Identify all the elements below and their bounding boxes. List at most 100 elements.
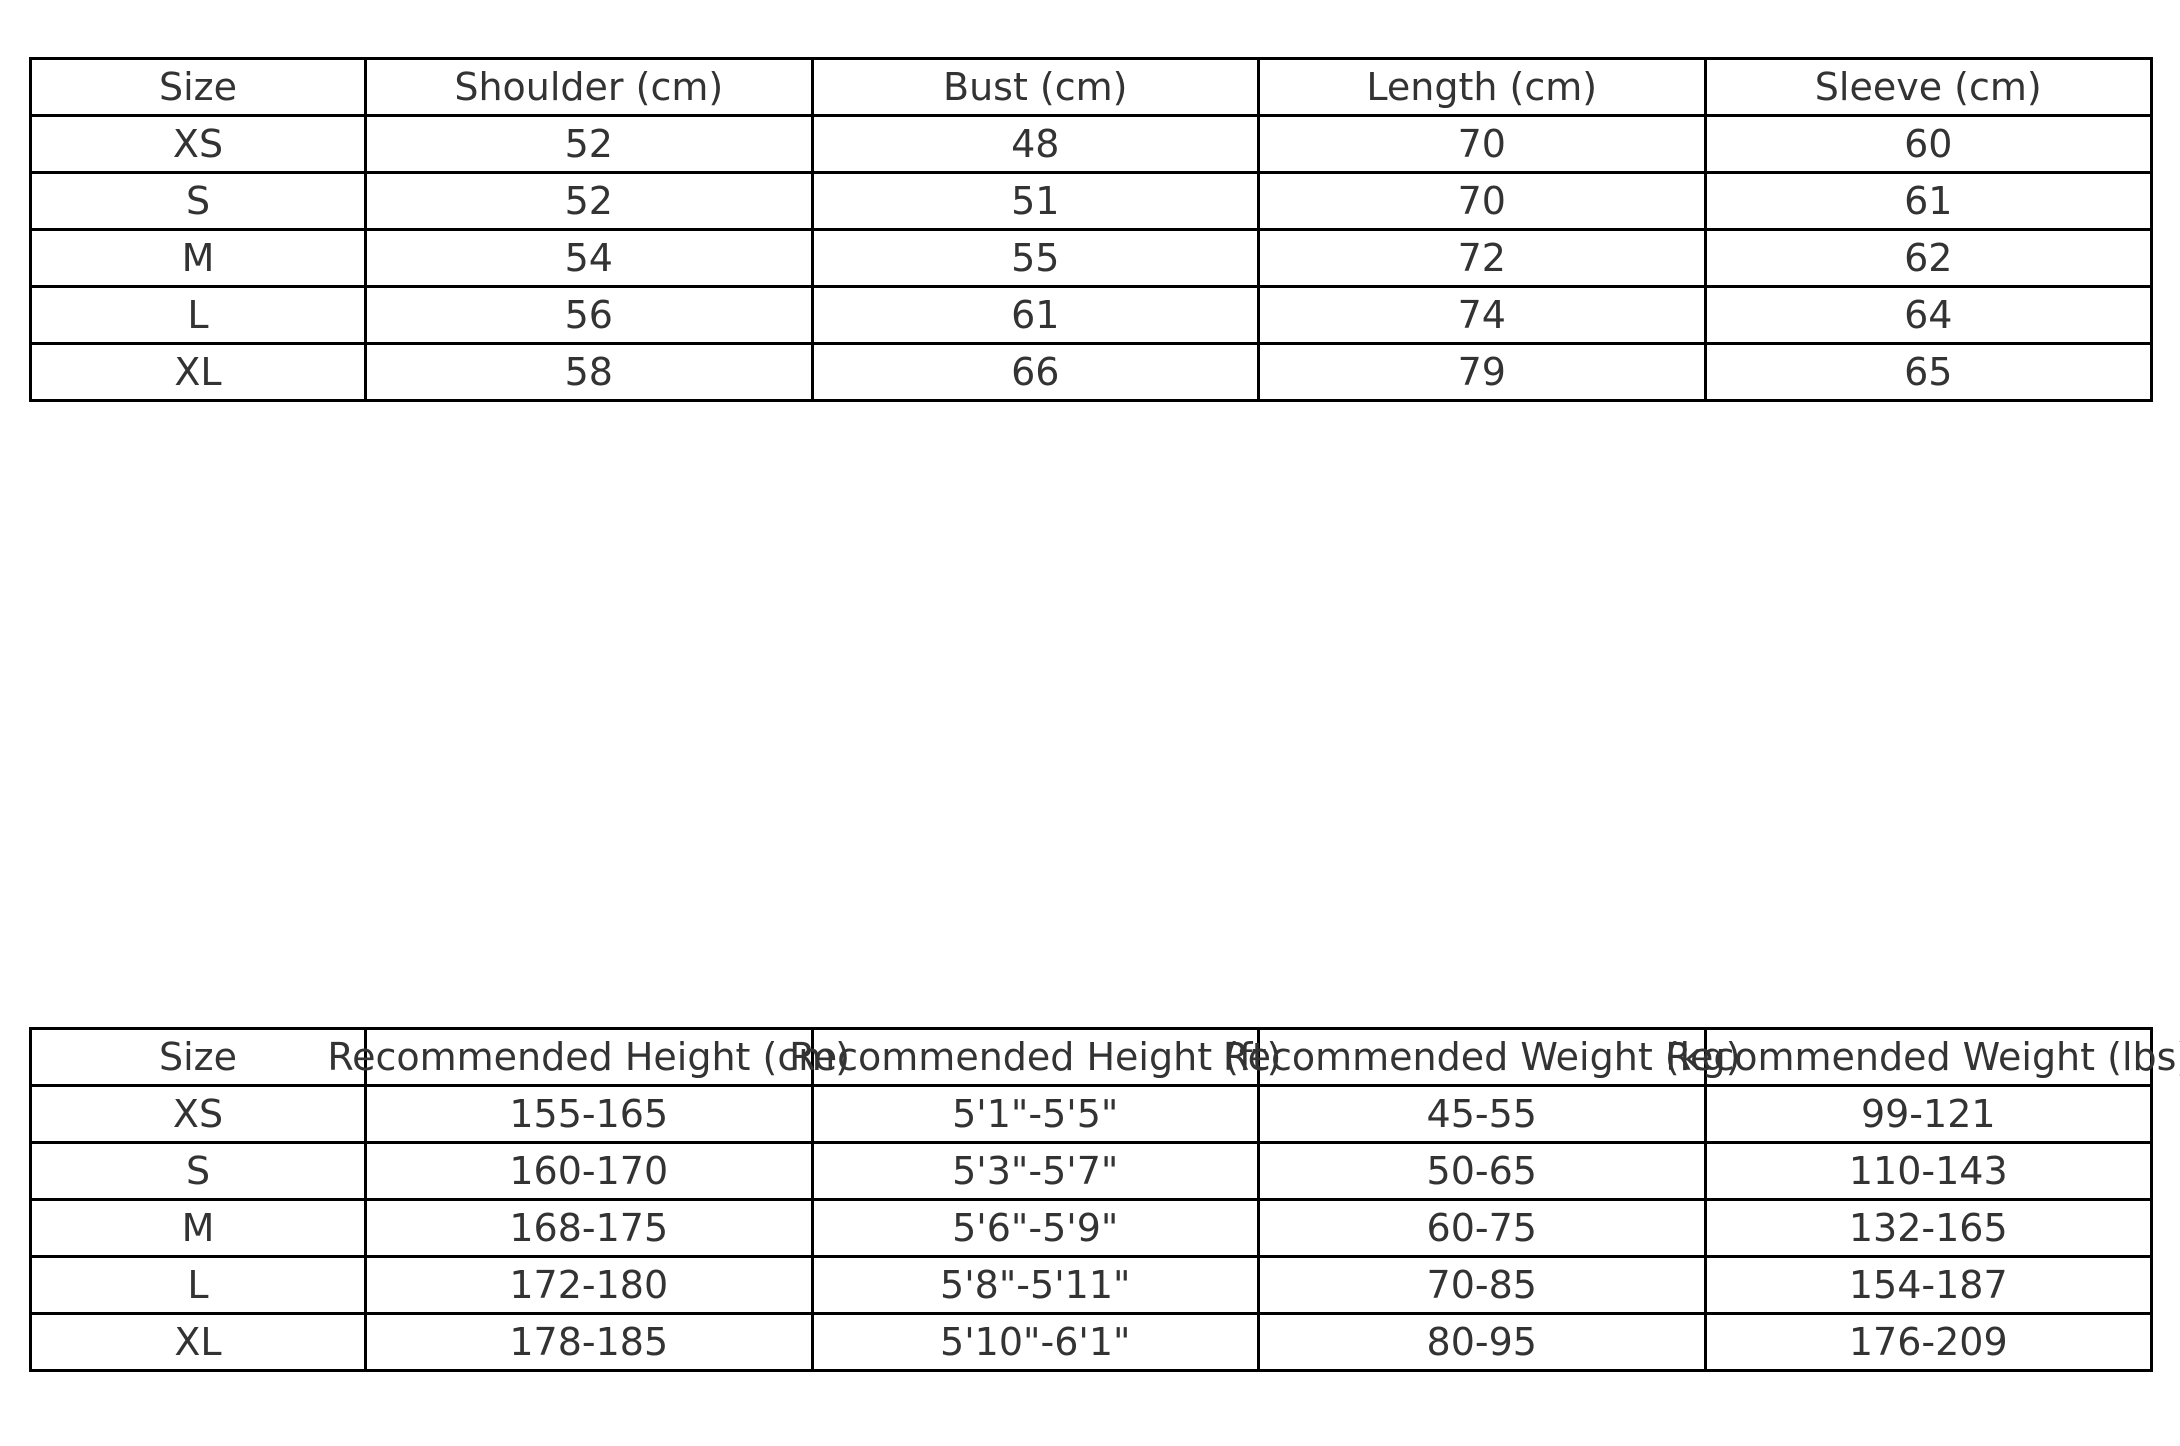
cell-text: 51 bbox=[1011, 179, 1060, 223]
table-row: M 168-175 5'6"-5'9" 60-75 132-165 bbox=[29, 1198, 2153, 1258]
table-cell: 155-165 bbox=[364, 1084, 814, 1144]
cell-text: Recommended Height (ft) bbox=[789, 1035, 1282, 1079]
table-row: L 56 61 74 64 bbox=[29, 285, 2153, 345]
table-cell: 5'8"-5'11" bbox=[810, 1255, 1260, 1315]
table-cell: 56 bbox=[364, 285, 814, 345]
table-cell: M bbox=[29, 1198, 367, 1258]
table-cell: 61 bbox=[1703, 171, 2153, 231]
table-cell: 52 bbox=[364, 114, 814, 174]
cell-text: 5'1"-5'5" bbox=[952, 1092, 1119, 1136]
cell-text: 74 bbox=[1457, 293, 1506, 337]
cell-text: 5'8"-5'11" bbox=[940, 1263, 1131, 1307]
cell-text: Shoulder (cm) bbox=[454, 65, 724, 109]
cell-text: 66 bbox=[1011, 350, 1060, 394]
cell-text: Size bbox=[158, 65, 238, 109]
table-cell: L bbox=[29, 1255, 367, 1315]
table-cell: 72 bbox=[1257, 228, 1707, 288]
table-cell: 79 bbox=[1257, 342, 1707, 402]
table-cell: 54 bbox=[364, 228, 814, 288]
cell-text: Length (cm) bbox=[1366, 65, 1598, 109]
table-row: M 54 55 72 62 bbox=[29, 228, 2153, 288]
cell-text: L bbox=[187, 293, 209, 337]
column-header: Recommended Height (cm) bbox=[327, 1027, 850, 1087]
cell-text: 45-55 bbox=[1426, 1092, 1537, 1136]
table-cell: 178-185 bbox=[364, 1312, 814, 1372]
table-cell: 160-170 bbox=[364, 1141, 814, 1201]
table-cell: 70 bbox=[1257, 114, 1707, 174]
column-header: Size bbox=[29, 57, 367, 117]
cell-text: Sleeve (cm) bbox=[1814, 65, 2042, 109]
cell-text: XS bbox=[172, 122, 224, 166]
cell-text: 64 bbox=[1904, 293, 1953, 337]
column-header: Recommended Weight (lbs) bbox=[1665, 1027, 2180, 1087]
cell-text: 80-95 bbox=[1426, 1320, 1537, 1364]
cell-text: 52 bbox=[564, 122, 613, 166]
cell-text: 54 bbox=[564, 236, 613, 280]
cell-text: Size bbox=[158, 1035, 238, 1079]
cell-text: 172-180 bbox=[509, 1263, 669, 1307]
cell-text: XL bbox=[174, 350, 222, 394]
cell-text: 70 bbox=[1457, 122, 1506, 166]
cell-text: 110-143 bbox=[1848, 1149, 2008, 1193]
cell-text: 178-185 bbox=[509, 1320, 669, 1364]
cell-text: Recommended Weight (kg) bbox=[1222, 1035, 1741, 1079]
table-cell: 5'3"-5'7" bbox=[810, 1141, 1260, 1201]
table-cell: XL bbox=[29, 1312, 367, 1372]
table-row: S 160-170 5'3"-5'7" 50-65 110-143 bbox=[29, 1141, 2153, 1201]
table-cell: 110-143 bbox=[1703, 1141, 2153, 1201]
table-cell: 172-180 bbox=[364, 1255, 814, 1315]
table-cell: 5'1"-5'5" bbox=[810, 1084, 1260, 1144]
table-cell: 5'10"-6'1" bbox=[810, 1312, 1260, 1372]
recommendation-table: Size Recommended Height (cm) Recommended H… bbox=[29, 1027, 2180, 1372]
table-cell: 60 bbox=[1703, 114, 2153, 174]
cell-text: 176-209 bbox=[1848, 1320, 2008, 1364]
table-cell: M bbox=[29, 228, 367, 288]
cell-text: 58 bbox=[564, 350, 613, 394]
table-cell: 132-165 bbox=[1703, 1198, 2153, 1258]
table-row: XS 155-165 5'1"-5'5" 45-55 99-121 bbox=[29, 1084, 2153, 1144]
header-row: Size Shoulder (cm) Bust (cm) Length (cm) Sle… bbox=[29, 57, 2153, 117]
cell-text: S bbox=[185, 1149, 211, 1193]
cell-text: 60 bbox=[1904, 122, 1953, 166]
table-row: L 172-180 5'8"-5'11" 70-85 154-187 bbox=[29, 1255, 2153, 1315]
cell-text: 65 bbox=[1904, 350, 1953, 394]
table-cell: 45-55 bbox=[1257, 1084, 1707, 1144]
cell-text: 155-165 bbox=[509, 1092, 669, 1136]
table-cell: 62 bbox=[1703, 228, 2153, 288]
cell-text: 5'3"-5'7" bbox=[952, 1149, 1119, 1193]
measurements-table: Size Shoulder (cm) Bust (cm) Length (cm) Sle… bbox=[29, 57, 2153, 402]
cell-text: 55 bbox=[1011, 236, 1060, 280]
table-cell: 50-65 bbox=[1257, 1141, 1707, 1201]
table-cell: 61 bbox=[810, 285, 1260, 345]
cell-text: M bbox=[181, 1206, 215, 1250]
cell-text: 70-85 bbox=[1426, 1263, 1537, 1307]
cell-text: 50-65 bbox=[1426, 1149, 1537, 1193]
cell-text: Recommended Weight (lbs) bbox=[1665, 1035, 2180, 1079]
table-row: XL 58 66 79 65 bbox=[29, 342, 2153, 402]
table-cell: 51 bbox=[810, 171, 1260, 231]
table-cell: 65 bbox=[1703, 342, 2153, 402]
cell-text: S bbox=[185, 179, 211, 223]
cell-text: 132-165 bbox=[1848, 1206, 2008, 1250]
column-header: Length (cm) bbox=[1257, 57, 1707, 117]
cell-text: 62 bbox=[1904, 236, 1953, 280]
cell-text: 79 bbox=[1457, 350, 1506, 394]
table-cell: XL bbox=[29, 342, 367, 402]
cell-text: 56 bbox=[564, 293, 613, 337]
column-header: Sleeve (cm) bbox=[1703, 57, 2153, 117]
table-cell: 66 bbox=[810, 342, 1260, 402]
table-cell: L bbox=[29, 285, 367, 345]
cell-text: 154-187 bbox=[1848, 1263, 2008, 1307]
cell-text: 160-170 bbox=[509, 1149, 669, 1193]
table-cell: 60-75 bbox=[1257, 1198, 1707, 1258]
table-cell: XS bbox=[29, 114, 367, 174]
column-header: Bust (cm) bbox=[810, 57, 1260, 117]
table-row: XL 178-185 5'10"-6'1" 80-95 176-209 bbox=[29, 1312, 2153, 1372]
table-cell: 55 bbox=[810, 228, 1260, 288]
table-cell: 70 bbox=[1257, 171, 1707, 231]
table-cell: 64 bbox=[1703, 285, 2153, 345]
table-cell: 80-95 bbox=[1257, 1312, 1707, 1372]
table-cell: 74 bbox=[1257, 285, 1707, 345]
cell-text: M bbox=[181, 236, 215, 280]
cell-text: 61 bbox=[1904, 179, 1953, 223]
